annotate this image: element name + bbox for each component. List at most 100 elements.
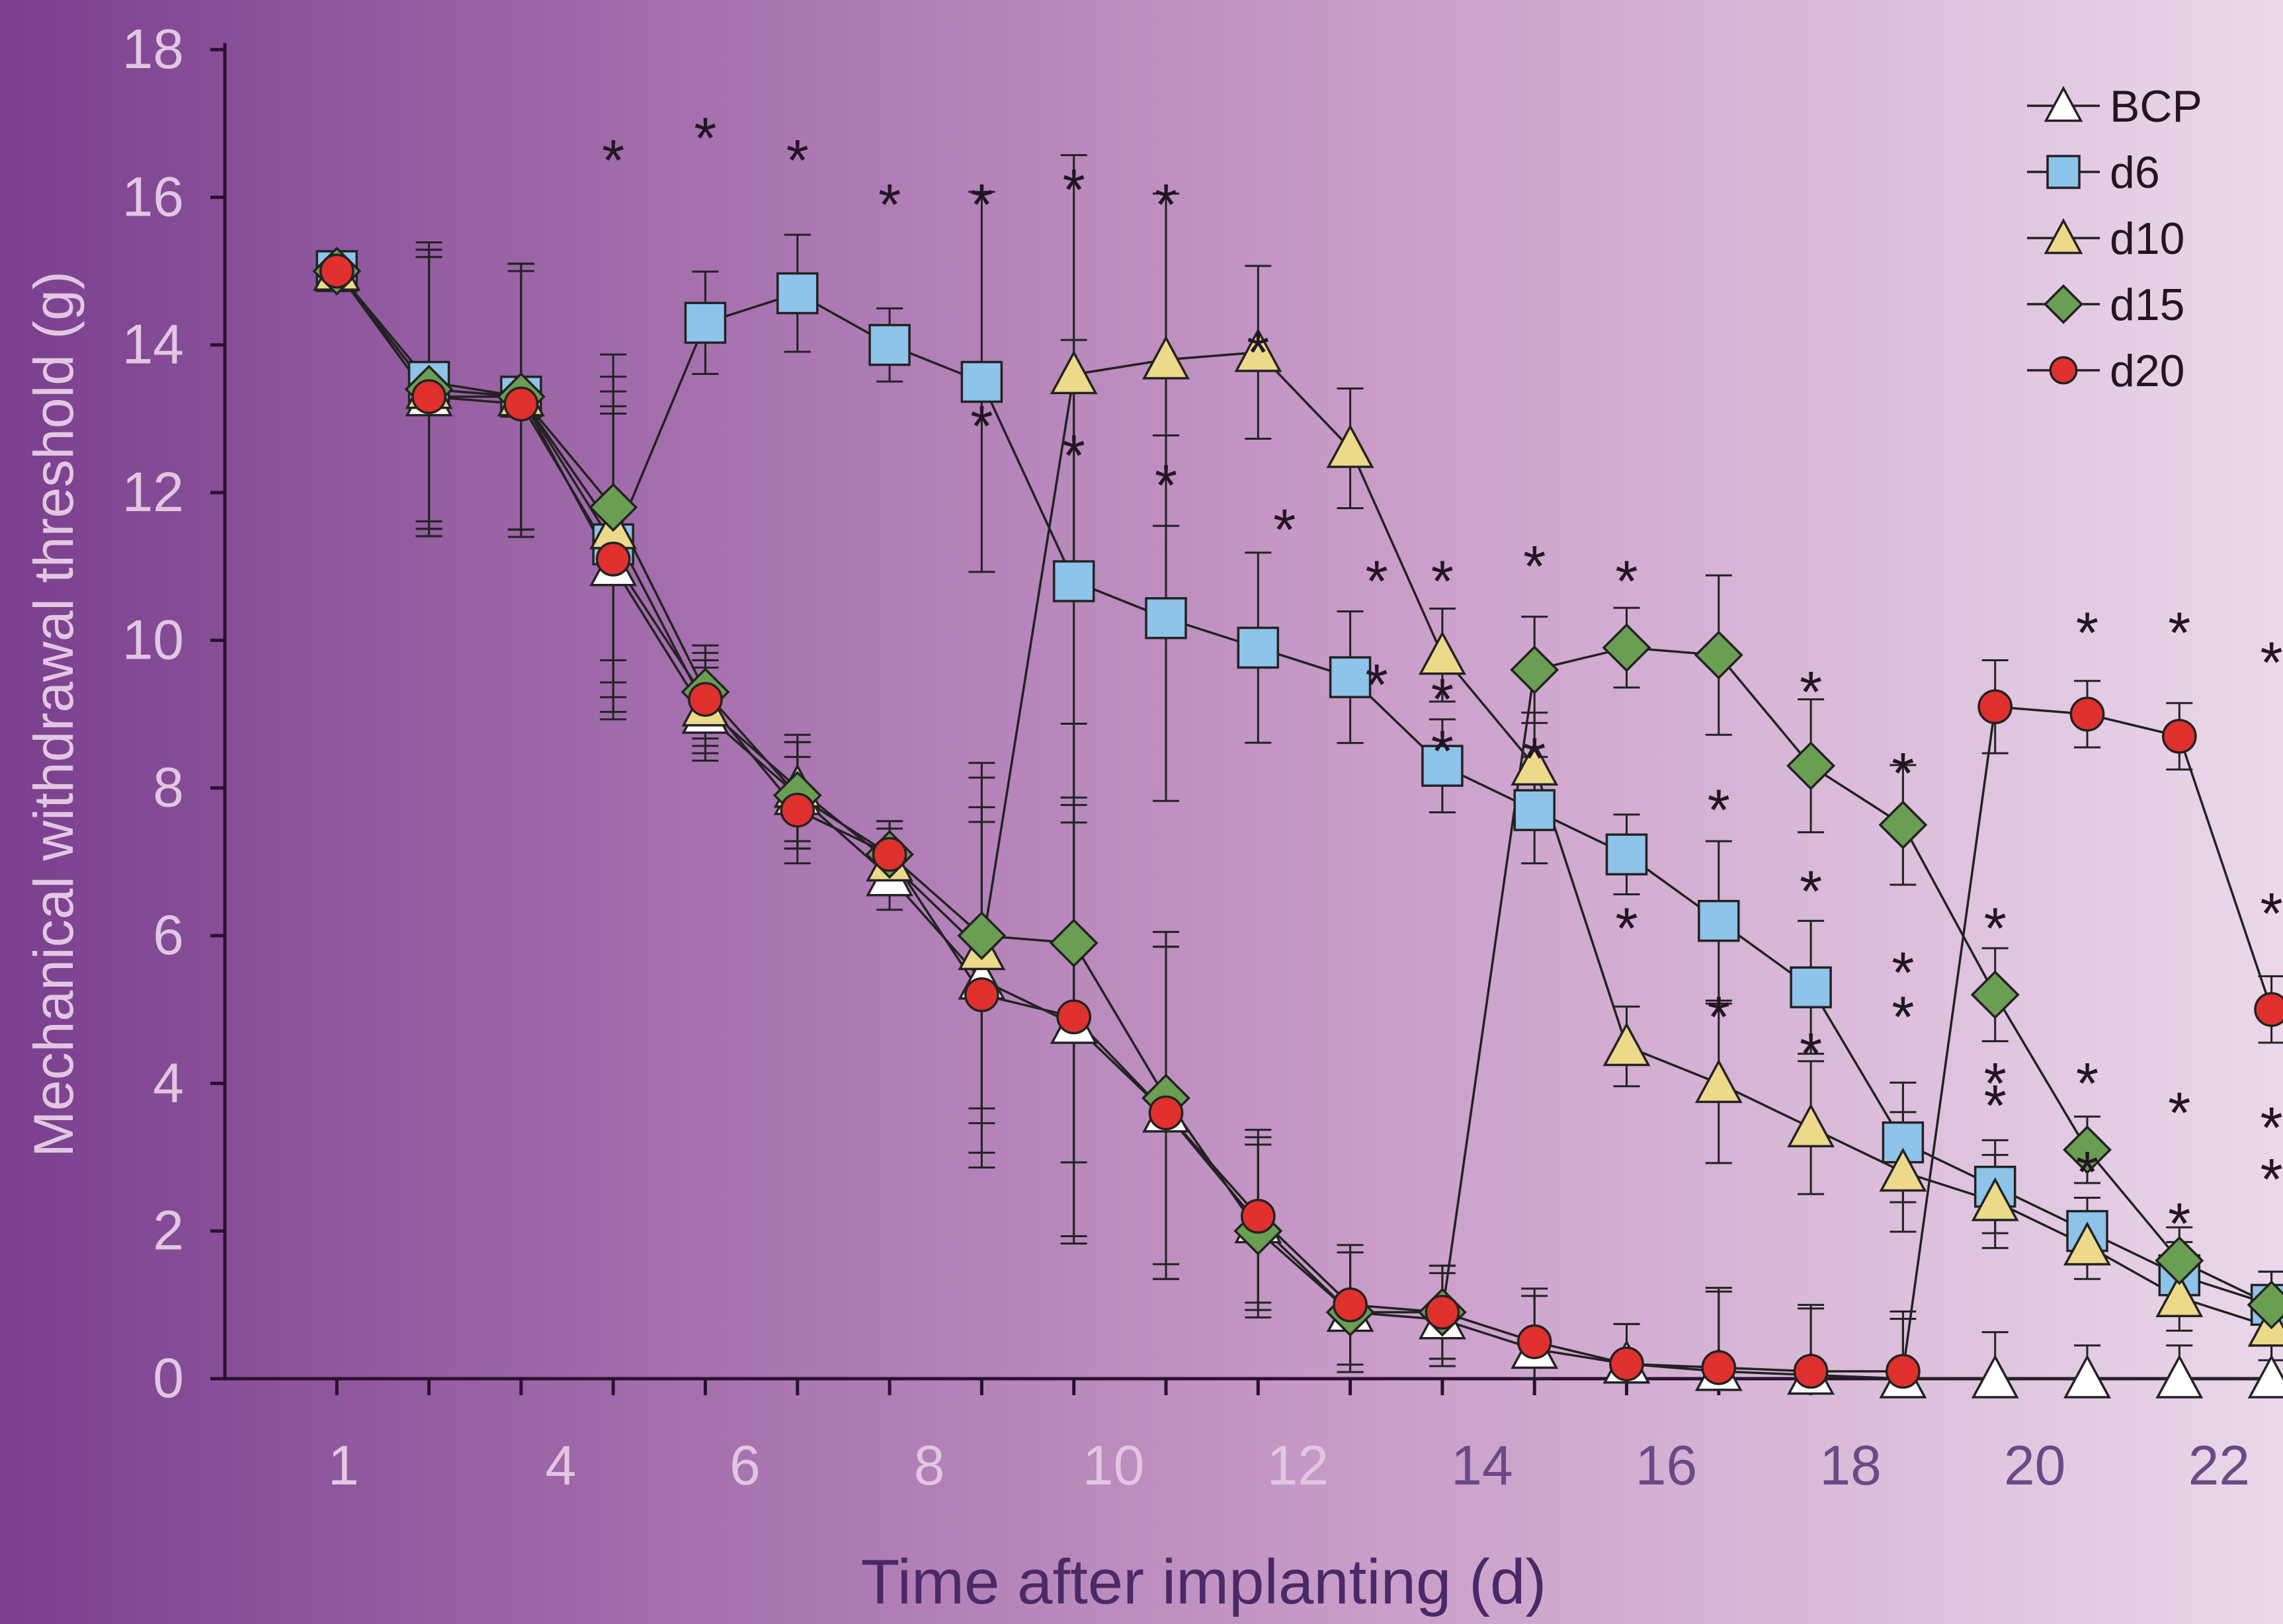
y-tick-label: 0 xyxy=(153,1347,184,1409)
significance-star: * xyxy=(1365,548,1388,614)
data-point xyxy=(2063,1125,2112,1174)
data-point xyxy=(2063,1221,2111,1266)
significance-star: * xyxy=(1431,548,1454,614)
significance-star: * xyxy=(1273,497,1296,562)
data-point xyxy=(1234,328,1282,372)
data-point xyxy=(2161,719,2197,754)
series-line-d6 xyxy=(335,270,2272,1306)
data-point xyxy=(1977,689,2013,725)
data-point xyxy=(957,911,1007,960)
data-point xyxy=(1602,623,1651,672)
data-point xyxy=(1425,1295,1460,1330)
data-point xyxy=(1701,1350,1737,1385)
significance-star: * xyxy=(2260,1094,2282,1160)
significance-star: * xyxy=(1891,940,1914,1005)
y-tick-label: 6 xyxy=(153,904,184,966)
data-point xyxy=(1145,597,1187,639)
legend: BCP d6 d10 d15 d20 xyxy=(2027,81,2202,396)
data-point xyxy=(1970,970,2020,1020)
data-point xyxy=(1878,800,1928,850)
legend-label: d6 xyxy=(2110,147,2160,198)
legend-label: d10 xyxy=(2110,214,2184,264)
data-point xyxy=(1516,1324,1552,1360)
data-point xyxy=(1510,645,1559,694)
significance-star: * xyxy=(1063,157,1085,222)
y-tick-label: 16 xyxy=(122,165,184,227)
x-tick-label: 6 xyxy=(729,1434,761,1496)
y-tick-label: 4 xyxy=(153,1051,184,1114)
data-point xyxy=(1698,899,1740,942)
data-point xyxy=(1513,789,1556,831)
data-point xyxy=(1329,656,1372,698)
x-tick-label: 18 xyxy=(1819,1434,1881,1496)
x-tick-label: 22 xyxy=(2188,1434,2250,1496)
significance-star: * xyxy=(970,172,993,237)
series-markers xyxy=(312,247,2283,1399)
data-point xyxy=(1333,1287,1368,1322)
data-point xyxy=(1418,630,1466,675)
significance-star: * xyxy=(2076,1139,2098,1204)
axis-labels: Mechanical withdrawal threshold (g) Time … xyxy=(22,271,1546,1617)
data-point xyxy=(2247,1354,2283,1399)
significance-markers: * * ** * * ** * *******************************… xyxy=(602,105,2283,1256)
significance-star: * xyxy=(2076,600,2098,665)
data-point xyxy=(2046,155,2081,189)
data-point xyxy=(1879,1147,1927,1192)
data-point xyxy=(1786,741,1836,791)
data-point xyxy=(595,542,631,577)
data-point xyxy=(1421,745,1464,787)
data-point xyxy=(1237,626,1280,669)
data-point xyxy=(2155,1236,2204,1285)
data-point xyxy=(411,379,446,415)
significance-star: * xyxy=(1615,548,1638,614)
series-line-d20 xyxy=(335,270,2273,1373)
y-tick-label: 2 xyxy=(153,1199,184,1262)
significance-star: * xyxy=(1247,319,1269,385)
series-line-BCP xyxy=(335,270,2272,1380)
data-point xyxy=(1052,560,1095,602)
data-point xyxy=(1056,999,1092,1035)
x-tick-label: 8 xyxy=(914,1434,945,1496)
significance-star: * xyxy=(2260,629,2282,695)
y-tick-label: 10 xyxy=(122,608,184,670)
significance-star: * xyxy=(1365,651,1388,717)
data-point xyxy=(780,792,815,828)
data-point xyxy=(2069,696,2105,732)
legend-label: d20 xyxy=(2110,346,2184,396)
significance-star: * xyxy=(2260,881,2282,946)
data-point xyxy=(684,302,727,344)
data-point xyxy=(1694,1059,1743,1104)
significance-star: * xyxy=(1708,777,1730,842)
y-tick-label: 12 xyxy=(122,461,184,523)
significance-star: * xyxy=(1800,1021,1822,1086)
significance-star: * xyxy=(2260,1147,2282,1212)
significance-star: * xyxy=(786,128,809,193)
data-point xyxy=(1326,424,1374,468)
significance-star: * xyxy=(970,393,993,459)
significance-star: * xyxy=(1523,534,1546,599)
x-tick-label: 20 xyxy=(2004,1434,2065,1496)
x-tick-label: 1 xyxy=(328,1434,359,1496)
significance-star: * xyxy=(2076,1050,2098,1116)
data-point xyxy=(964,977,999,1012)
significance-star: * xyxy=(1800,659,1822,725)
data-point xyxy=(2049,356,2078,385)
significance-star: * xyxy=(1708,984,1730,1049)
significance-star: * xyxy=(1155,452,1177,518)
significance-star: * xyxy=(2168,1080,2190,1145)
data-point xyxy=(2044,218,2083,255)
x-tick-label: 16 xyxy=(1636,1434,1697,1496)
y-tick-label: 8 xyxy=(153,756,184,819)
y-axis-title: Mechanical withdrawal threshold (g) xyxy=(22,271,85,1157)
significance-star: * xyxy=(1984,895,2007,961)
data-point xyxy=(872,836,907,872)
data-point xyxy=(1240,1198,1276,1234)
data-point xyxy=(1971,1177,2019,1221)
data-point xyxy=(589,483,638,532)
y-tick-label: 18 xyxy=(122,18,184,80)
significance-star: * xyxy=(1800,858,1822,924)
significance-star: * xyxy=(694,105,716,171)
data-point xyxy=(2155,1273,2204,1317)
data-point xyxy=(1793,1354,1829,1389)
legend-label: d15 xyxy=(2110,280,2184,330)
